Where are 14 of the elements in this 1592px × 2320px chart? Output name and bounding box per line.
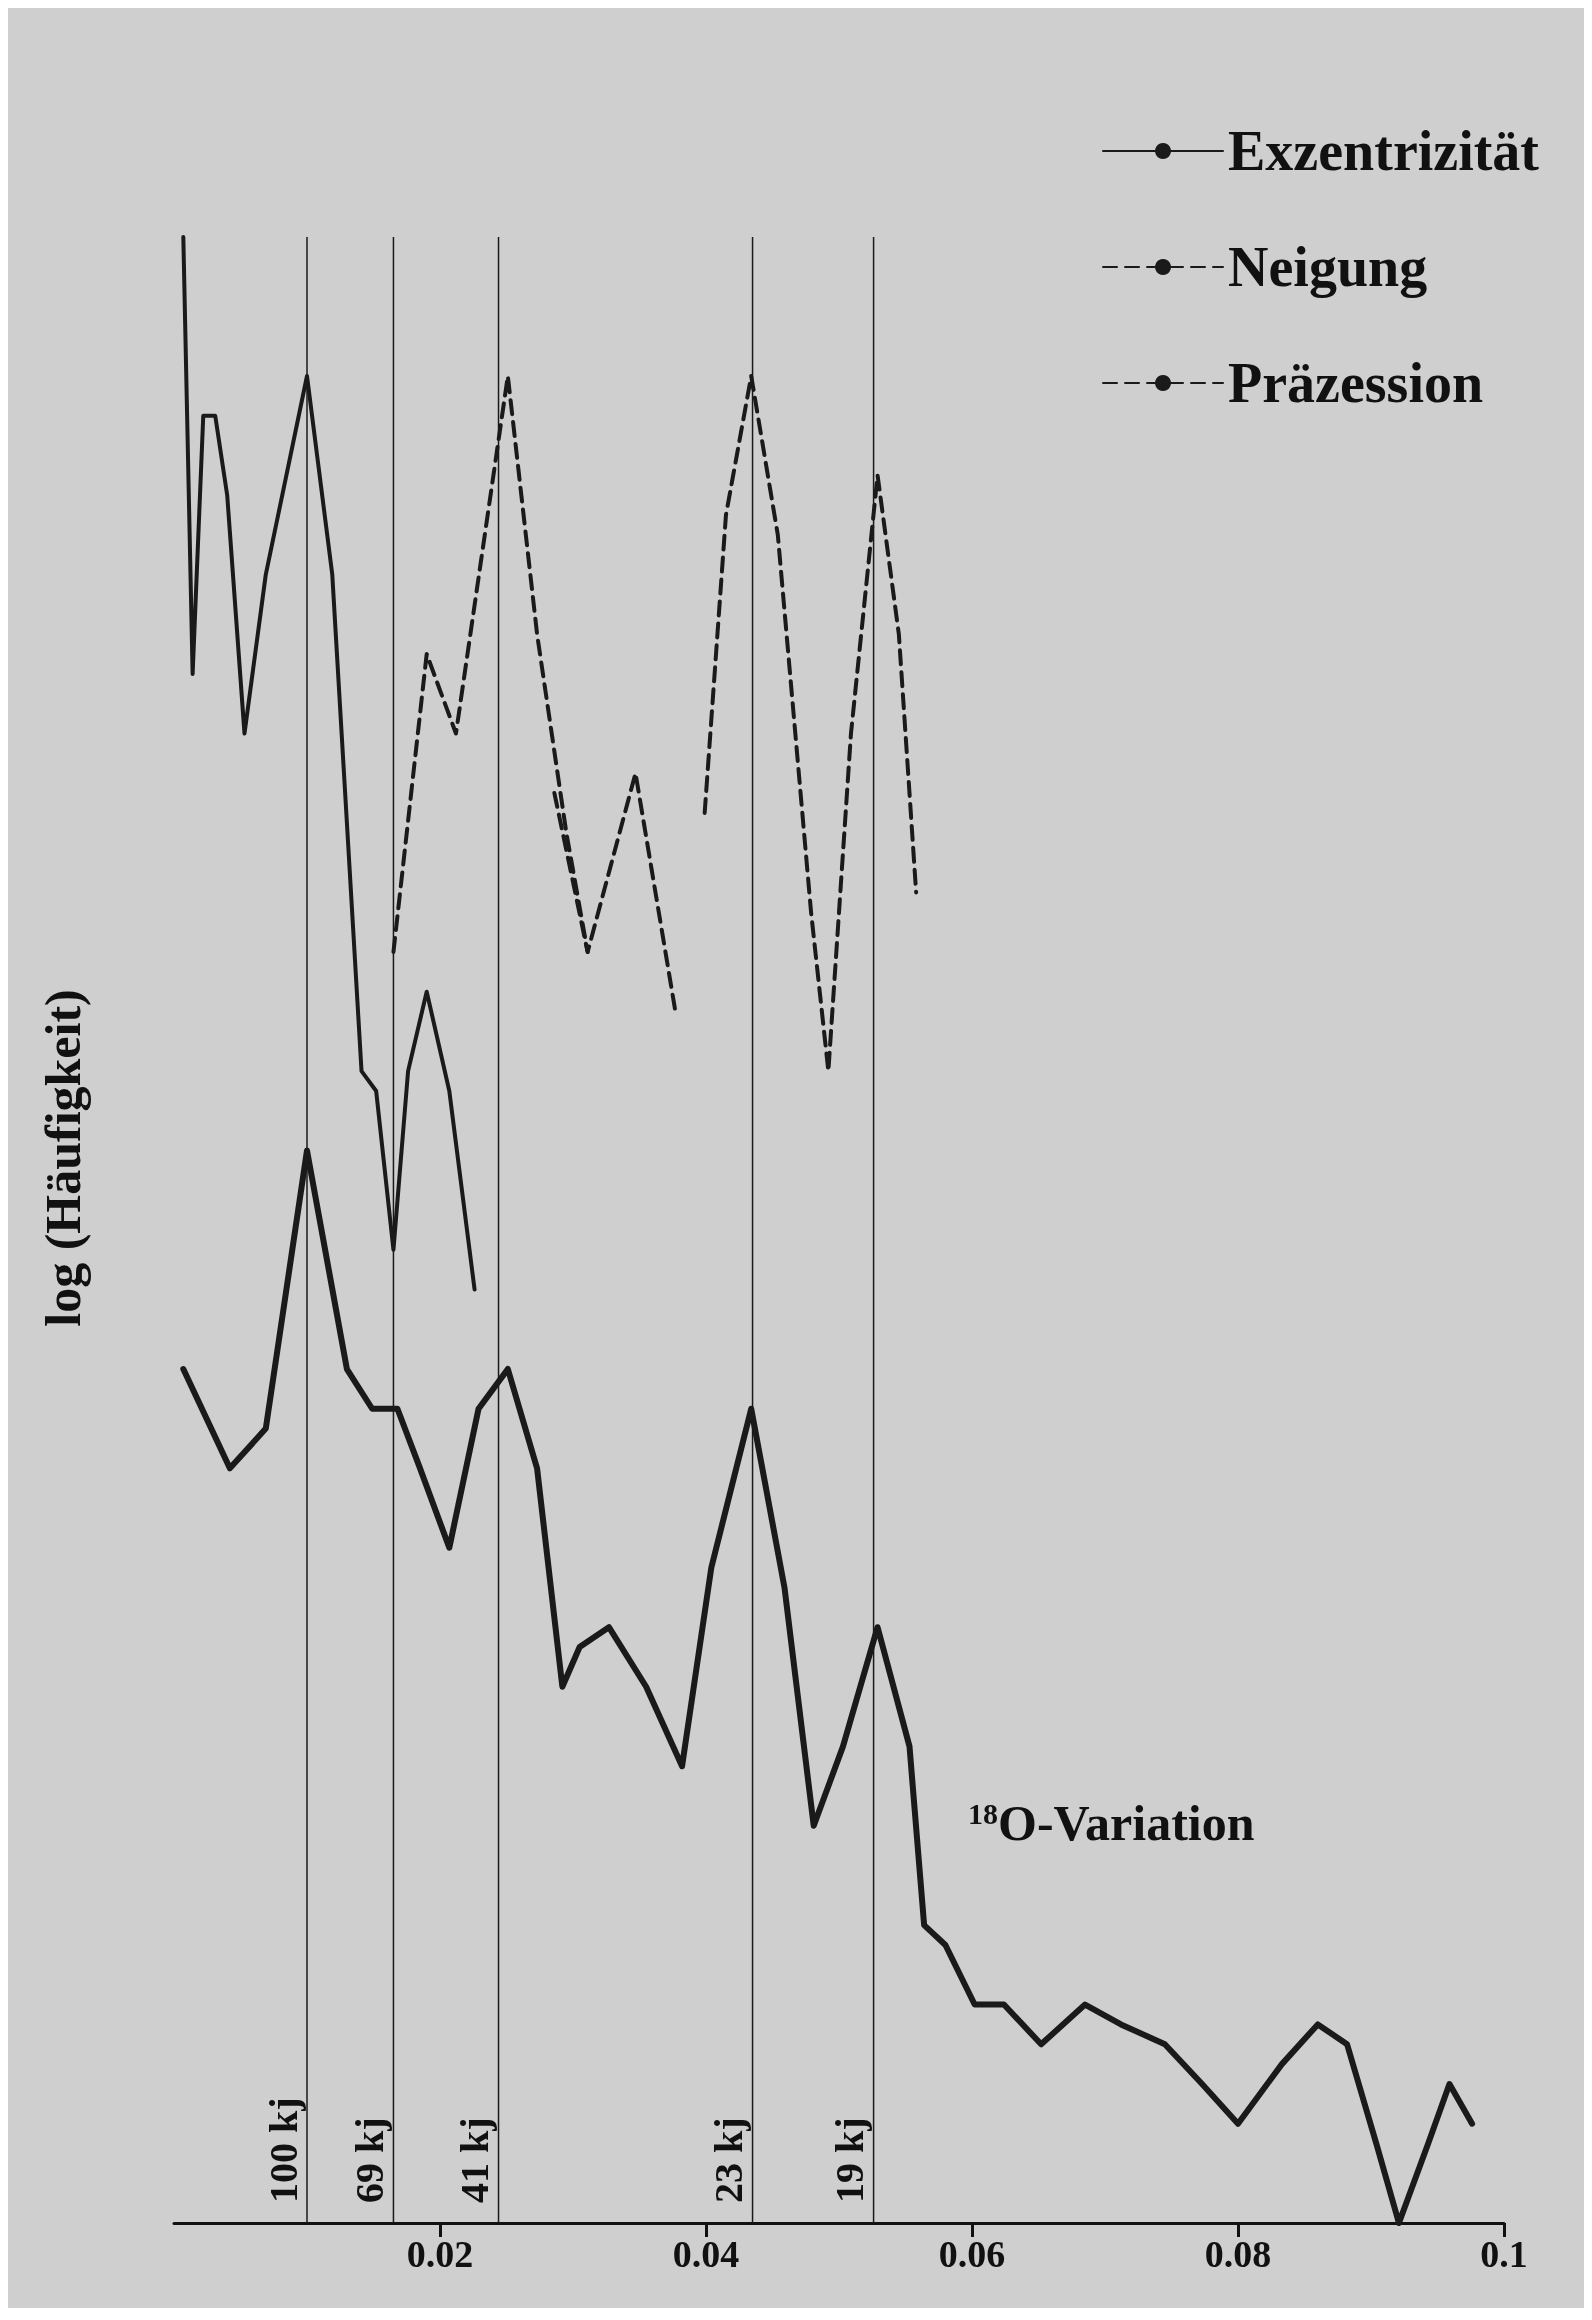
x-tick-label: 0.04 xyxy=(672,2233,740,2275)
x-tick-label: 0.06 xyxy=(938,2233,1006,2275)
legend-label: Exzentrizität xyxy=(1228,120,1540,182)
x-tick-label: 0.08 xyxy=(1204,2233,1272,2275)
legend-label: Neigung xyxy=(1228,236,1428,298)
ref-line-label: 41 kj xyxy=(452,2117,498,2203)
ref-line-label: 23 kj xyxy=(706,2117,752,2203)
ref-line-label: 69 kj xyxy=(346,2117,392,2203)
ref-line-label: 19 kj xyxy=(827,2117,873,2203)
x-tick-label: 0.02 xyxy=(406,2233,474,2275)
x-tick-label: 0.1 xyxy=(1480,2233,1528,2275)
legend-label: Präzession xyxy=(1228,352,1484,414)
ref-line-label: 100 kj xyxy=(260,2097,306,2203)
y-axis-title: log (Häufigkeit) xyxy=(35,989,91,1327)
